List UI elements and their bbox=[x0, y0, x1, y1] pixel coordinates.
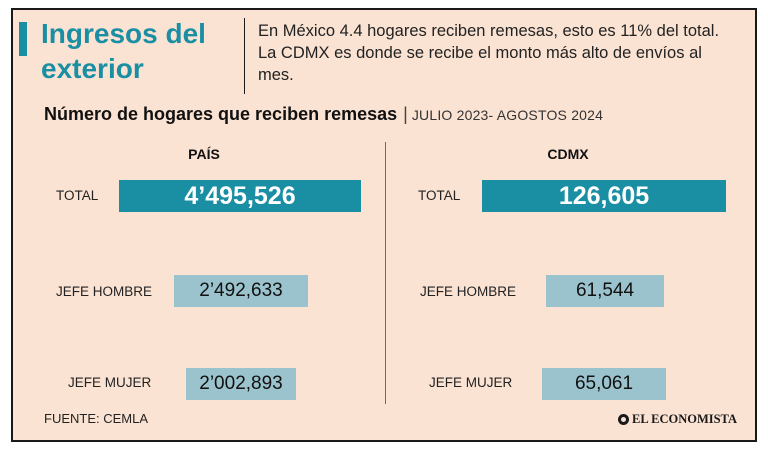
bar-pais-jefe-hombre: 2’492,633 bbox=[174, 275, 308, 307]
row-label-jefe-mujer-cdmx: JEFE MUJER bbox=[429, 375, 513, 390]
row-label-total-pais: TOTAL bbox=[56, 188, 99, 203]
brand-name: EL ECONOMISTA bbox=[632, 412, 737, 426]
chart-title: Número de hogares que reciben remesas bbox=[44, 104, 398, 124]
bar-cdmx-total: 126,605 bbox=[482, 180, 726, 212]
chart-period: JULIO 2023- AGOSTOS 2024 bbox=[411, 107, 604, 123]
intro-text: En México 4.4 hogares reciben remesas, e… bbox=[258, 22, 720, 84]
title-accent-bar bbox=[19, 22, 27, 56]
headline: Ingresos del exterior bbox=[41, 16, 251, 86]
chart-subtitle: Número de hogares que reciben remesas | JU… bbox=[44, 104, 603, 125]
bar-cdmx-jefe-mujer: 65,061 bbox=[542, 368, 666, 400]
row-label-jefe-hombre-pais: JEFE HOMBRE bbox=[56, 284, 153, 299]
headline-line-2: exterior bbox=[41, 53, 144, 84]
el-economista-logo-icon bbox=[618, 414, 629, 425]
panel-header-cdmx: CDMX bbox=[547, 146, 589, 162]
row-label-jefe-hombre-cdmx: JEFE HOMBRE bbox=[420, 284, 517, 299]
row-label-total-cdmx: TOTAL bbox=[418, 188, 461, 203]
bar-cdmx-jefe-hombre: 61,544 bbox=[546, 275, 664, 307]
header-divider bbox=[244, 18, 245, 94]
bar-pais-jefe-mujer: 2’002,893 bbox=[186, 368, 296, 400]
subtitle-separator: | bbox=[403, 104, 408, 124]
row-label-jefe-mujer-pais: JEFE MUJER bbox=[68, 375, 152, 390]
panel-header-pais: PAÍS bbox=[188, 146, 220, 162]
headline-line-1: Ingresos del bbox=[41, 18, 206, 49]
source-note: FUENTE: CEMLA bbox=[44, 411, 149, 426]
brand-logo: EL ECONOMISTA bbox=[618, 412, 737, 427]
bar-pais-total: 4’495,526 bbox=[119, 180, 361, 212]
panel-divider bbox=[385, 142, 386, 404]
